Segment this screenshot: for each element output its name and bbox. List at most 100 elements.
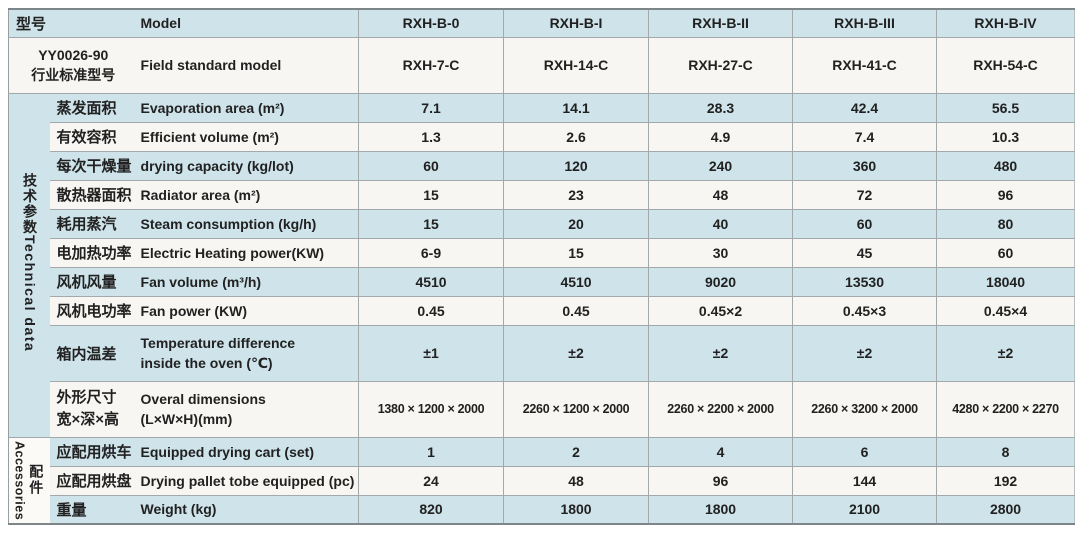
- row-weight: 重量 Weight (kg) 820 1800 1800 2100 2800: [9, 495, 1075, 525]
- cell-value: 1800: [648, 495, 793, 525]
- cell-value: ±2: [936, 325, 1075, 382]
- cell-value: 192: [936, 466, 1075, 496]
- row-temperature-difference: 箱内温差 Temperature difference inside the o…: [9, 325, 1075, 382]
- cell-value: 2260 × 1200 × 2000: [503, 381, 649, 438]
- cell-value: 48: [648, 180, 793, 210]
- cell-value: 13530: [792, 267, 937, 297]
- standard-value: RXH-7-C: [358, 37, 504, 94]
- row-label-zh: 外形尺寸 宽×深×高: [49, 381, 138, 438]
- cell-value: 2260 × 2200 × 2000: [648, 381, 793, 438]
- standard-model-row: YY0026-90 行业标准型号 Field standard model RX…: [8, 37, 1075, 94]
- cell-value: ±2: [648, 325, 793, 382]
- row-label-en: Drying pallet tobe equipped (pc): [137, 466, 359, 496]
- cell-value: 0.45: [503, 296, 649, 326]
- model-label-zh: 型号: [8, 9, 138, 38]
- row-label-zh: 蒸发面积: [49, 93, 138, 123]
- row-label-zh: 每次干燥量: [49, 151, 138, 181]
- cell-value: 96: [936, 180, 1075, 210]
- spec-table-container: 型号 Model RXH-B-0 RXH-B-I RXH-B-II RXH-B-…: [8, 8, 1076, 525]
- cell-value: 8: [936, 437, 1075, 467]
- cell-value: 60: [358, 151, 504, 181]
- cell-value: 9020: [648, 267, 793, 297]
- accessories-vertical-text-en: Accessories: [12, 440, 27, 520]
- cell-value: 120: [503, 151, 649, 181]
- row-label-zh: 应配用烘车: [49, 437, 138, 467]
- cell-value: 10.3: [936, 122, 1075, 152]
- cell-value: 6: [792, 437, 937, 467]
- spec-table: 型号 Model RXH-B-0 RXH-B-I RXH-B-II RXH-B-…: [8, 8, 1076, 525]
- row-label-zh: 应配用烘盘: [49, 466, 138, 496]
- cell-value: 23: [503, 180, 649, 210]
- row-label-en: Fan power (KW): [137, 296, 359, 326]
- cell-value: 40: [648, 209, 793, 239]
- cell-value: 72: [792, 180, 937, 210]
- row-fan-power: 风机电功率 Fan power (KW) 0.45 0.45 0.45×2 0.…: [9, 296, 1075, 326]
- cell-value: 24: [358, 466, 504, 496]
- row-label-en: Efficient volume (m²): [137, 122, 359, 152]
- row-label-zh: 风机电功率: [49, 296, 138, 326]
- cell-value: 14.1: [503, 93, 649, 123]
- row-efficient-volume: 有效容积 Efficient volume (m²) 1.3 2.6 4.9 7…: [9, 122, 1075, 152]
- model-value: RXH-B-I: [503, 9, 649, 38]
- cell-value: 2800: [936, 495, 1075, 525]
- cell-value: 15: [503, 238, 649, 268]
- cell-value: 42.4: [792, 93, 937, 123]
- row-overall-dimensions: 外形尺寸 宽×深×高 Overal dimensions (L×W×H)(mm)…: [9, 381, 1075, 438]
- standard-label-en: Field standard model: [137, 37, 359, 94]
- row-label-en: Evaporation area (m²): [137, 93, 359, 123]
- cell-value: 20: [503, 209, 649, 239]
- row-fan-volume: 风机风量 Fan volume (m³/h) 4510 4510 9020 13…: [9, 267, 1075, 297]
- cell-value: 1.3: [358, 122, 504, 152]
- model-row: 型号 Model RXH-B-0 RXH-B-I RXH-B-II RXH-B-…: [8, 9, 1075, 38]
- cell-value: 56.5: [936, 93, 1075, 123]
- cell-value: 1: [358, 437, 504, 467]
- technical-data-group-label: 技术参数Technical data: [8, 93, 50, 438]
- cell-value: 1800: [503, 495, 649, 525]
- cell-value: 6-9: [358, 238, 504, 268]
- cell-value: 2100: [792, 495, 937, 525]
- row-label-en: Fan volume (m³/h): [137, 267, 359, 297]
- cell-value: 60: [792, 209, 937, 239]
- row-drying-cart: Accessories 配件 应配用烘车 Equipped drying car…: [8, 437, 1075, 525]
- cell-value: 15: [358, 180, 504, 210]
- standard-label-zh: YY0026-90 行业标准型号: [8, 37, 138, 94]
- model-value: RXH-B-III: [792, 9, 937, 38]
- standard-value: RXH-27-C: [648, 37, 793, 94]
- cell-value: ±1: [358, 325, 504, 382]
- standard-value: RXH-54-C: [936, 37, 1075, 94]
- cell-value: 7.4: [792, 122, 937, 152]
- cell-value: 0.45×4: [936, 296, 1075, 326]
- cell-value: 28.3: [648, 93, 793, 123]
- cell-value: 48: [503, 466, 649, 496]
- row-drying-capacity: 每次干燥量 drying capacity (kg/lot) 60 120 24…: [9, 151, 1075, 181]
- row-label-zh: 电加热功率: [49, 238, 138, 268]
- row-label-en: Steam consumption (kg/h): [137, 209, 359, 239]
- cell-value: 0.45×3: [792, 296, 937, 326]
- cell-value: 0.45: [358, 296, 504, 326]
- cell-value: 2260 × 3200 × 2000: [792, 381, 937, 438]
- cell-value: 2.6: [503, 122, 649, 152]
- row-label-zh: 风机风量: [49, 267, 138, 297]
- row-label-en: Temperature difference inside the oven (…: [137, 325, 359, 382]
- cell-value: 7.1: [358, 93, 504, 123]
- cell-value: ±2: [503, 325, 649, 382]
- cell-value: 4280 × 2200 × 2270: [936, 381, 1075, 438]
- cell-value: 820: [358, 495, 504, 525]
- cell-value: ±2: [792, 325, 937, 382]
- model-label-en: Model: [137, 9, 359, 38]
- row-label-en: Electric Heating power(KW): [137, 238, 359, 268]
- cell-value: 144: [792, 466, 937, 496]
- cell-value: 0.45×2: [648, 296, 793, 326]
- row-label-en: Overal dimensions (L×W×H)(mm): [137, 381, 359, 438]
- cell-value: 18040: [936, 267, 1075, 297]
- cell-value: 96: [648, 466, 793, 496]
- cell-value: 80: [936, 209, 1075, 239]
- row-drying-pallet: 应配用烘盘 Drying pallet tobe equipped (pc) 2…: [9, 466, 1075, 496]
- cell-value: 45: [792, 238, 937, 268]
- cell-value: 2: [503, 437, 649, 467]
- row-label-zh: 散热器面积: [49, 180, 138, 210]
- standard-value: RXH-41-C: [792, 37, 937, 94]
- row-label-en: Weight (kg): [137, 495, 359, 525]
- row-steam-consumption: 耗用蒸汽 Steam consumption (kg/h) 15 20 40 6…: [9, 209, 1075, 239]
- row-radiator-area: 散热器面积 Radiator area (m²) 15 23 48 72 96: [9, 180, 1075, 210]
